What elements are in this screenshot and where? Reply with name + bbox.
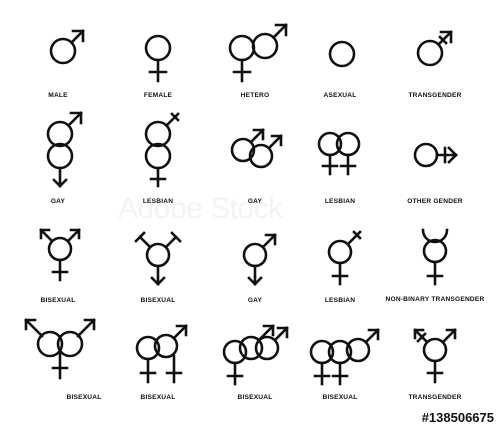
footer-bar: [0, 405, 500, 431]
symbol-label: BISEXUAL: [40, 297, 76, 304]
gay-symbol-cell: GAY: [8, 111, 108, 205]
transgender-icon: [416, 30, 453, 67]
male-icon: [49, 29, 85, 65]
symbol-label: BISEXUAL: [66, 394, 102, 401]
bisexual-icon: [39, 228, 81, 282]
bisexual-interlocked-icon: [24, 318, 96, 380]
symbol-label: BISEXUAL: [140, 297, 176, 304]
lesbian-symbol-cell: LESBIAN: [108, 112, 208, 205]
symbol-label: TRANSGENDER: [408, 92, 462, 99]
symbol-label: GAY: [247, 198, 263, 205]
lesbian-symbol-cell: LESBIAN: [290, 112, 390, 205]
symbol-label: LESBIAN: [324, 297, 356, 304]
lesbian-crossed-icon: [327, 230, 362, 286]
transgender-full-icon: [413, 328, 457, 384]
symbol-label: TRANSGENDER: [408, 394, 462, 401]
lesbian-interlocked-female-icon: [317, 131, 361, 176]
symbol-label: FEMALE: [143, 92, 173, 99]
adobe-stock-watermark: Adobe Stock: [118, 192, 283, 225]
bisexual-symbol-cell: BISEXUAL: [108, 222, 208, 304]
bisexual-symbol-cell: BISEXUAL: [290, 316, 390, 401]
bisexual-triple-icon: [222, 324, 289, 386]
stock-id-label: #138506675: [421, 410, 494, 425]
symbol-label: GAY: [247, 297, 263, 304]
symbol-label: NON-BINARY TRANSGENDER: [385, 296, 485, 303]
symbol-label: LESBIAN: [324, 198, 356, 205]
symbol-label: BISEXUAL: [322, 394, 358, 401]
gay-interlocked-male-icon: [230, 128, 283, 169]
lesbian-symbol-cell: LESBIAN: [290, 222, 390, 304]
asexual-symbol-cell: ASEXUAL: [290, 26, 390, 99]
gay-symbol-cell: GAY: [205, 222, 305, 304]
gay-symbol-cell: GAY: [205, 112, 305, 205]
symbol-label: GAY: [50, 198, 66, 205]
non-binary-transgender-icon: [421, 228, 449, 286]
gay-double-male-icon: [46, 111, 83, 188]
female-symbol-cell: FEMALE: [108, 26, 208, 99]
non-binary-transgender-symbol-cell: NON-BINARY TRANSGENDER: [385, 222, 485, 303]
bisexual-crossed-icon: [134, 231, 182, 286]
transgender-symbol-cell: TRANSGENDER: [385, 316, 485, 401]
female-icon: [144, 34, 172, 83]
lesbian-double-female-icon: [144, 112, 180, 188]
bisexual-symbol-cell: BISEXUAL: [12, 316, 112, 401]
bisexual-two-female-male-icon: [309, 328, 380, 386]
other-gender-icon: [413, 142, 458, 168]
male-symbol-cell: MALE: [8, 26, 108, 99]
symbol-label: MALE: [48, 92, 68, 99]
symbol-label: HETERO: [240, 92, 270, 99]
bisexual-symbol-cell: BISEXUAL: [108, 316, 208, 401]
bisexual-symbol-cell: BISEXUAL: [205, 316, 305, 401]
symbol-label: BISEXUAL: [237, 394, 273, 401]
bisexual-female-female-male-icon: [135, 324, 188, 384]
hetero-symbol-cell: HETERO: [205, 23, 305, 99]
symbol-label: BISEXUAL: [140, 394, 176, 401]
transgender-symbol-cell: TRANSGENDER: [385, 26, 485, 99]
other-gender-symbol-cell: OTHER GENDER: [385, 112, 485, 205]
symbol-label: LESBIAN: [142, 198, 174, 205]
bisexual-symbol-cell: BISEXUAL: [8, 222, 108, 304]
asexual-icon: [328, 40, 356, 68]
hetero-icon: [228, 23, 288, 83]
symbol-label: OTHER GENDER: [407, 198, 463, 205]
symbol-label: ASEXUAL: [323, 92, 357, 99]
gay-up-down-icon: [242, 233, 277, 286]
